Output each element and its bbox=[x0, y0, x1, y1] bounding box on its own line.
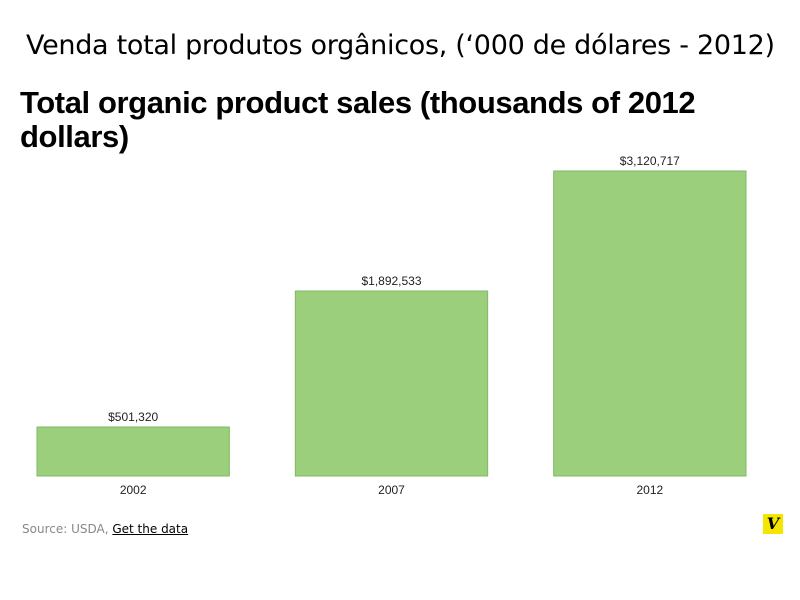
bar-2007 bbox=[294, 290, 489, 477]
vox-logo-icon: V bbox=[763, 514, 783, 534]
value-label-2012: $3,120,717 bbox=[620, 154, 680, 168]
value-label-2002: $501,320 bbox=[108, 410, 158, 424]
bar-2012 bbox=[553, 170, 747, 477]
category-label-2002: 2002 bbox=[120, 483, 147, 497]
bar-2002 bbox=[36, 426, 230, 477]
category-label-2007: 2007 bbox=[378, 483, 405, 497]
value-label-2007: $1,892,533 bbox=[361, 274, 421, 288]
category-label-2012: 2012 bbox=[636, 483, 663, 497]
chart-title: Total organic product sales (thousands o… bbox=[20, 85, 696, 154]
get-the-data-link[interactable]: Get the data bbox=[112, 522, 189, 536]
source-text: Source: USDA, bbox=[22, 522, 109, 536]
portuguese-title: Venda total produtos orgânicos, (‘000 de… bbox=[26, 30, 775, 61]
source-note: Source: USDA, Get the data bbox=[22, 522, 188, 536]
